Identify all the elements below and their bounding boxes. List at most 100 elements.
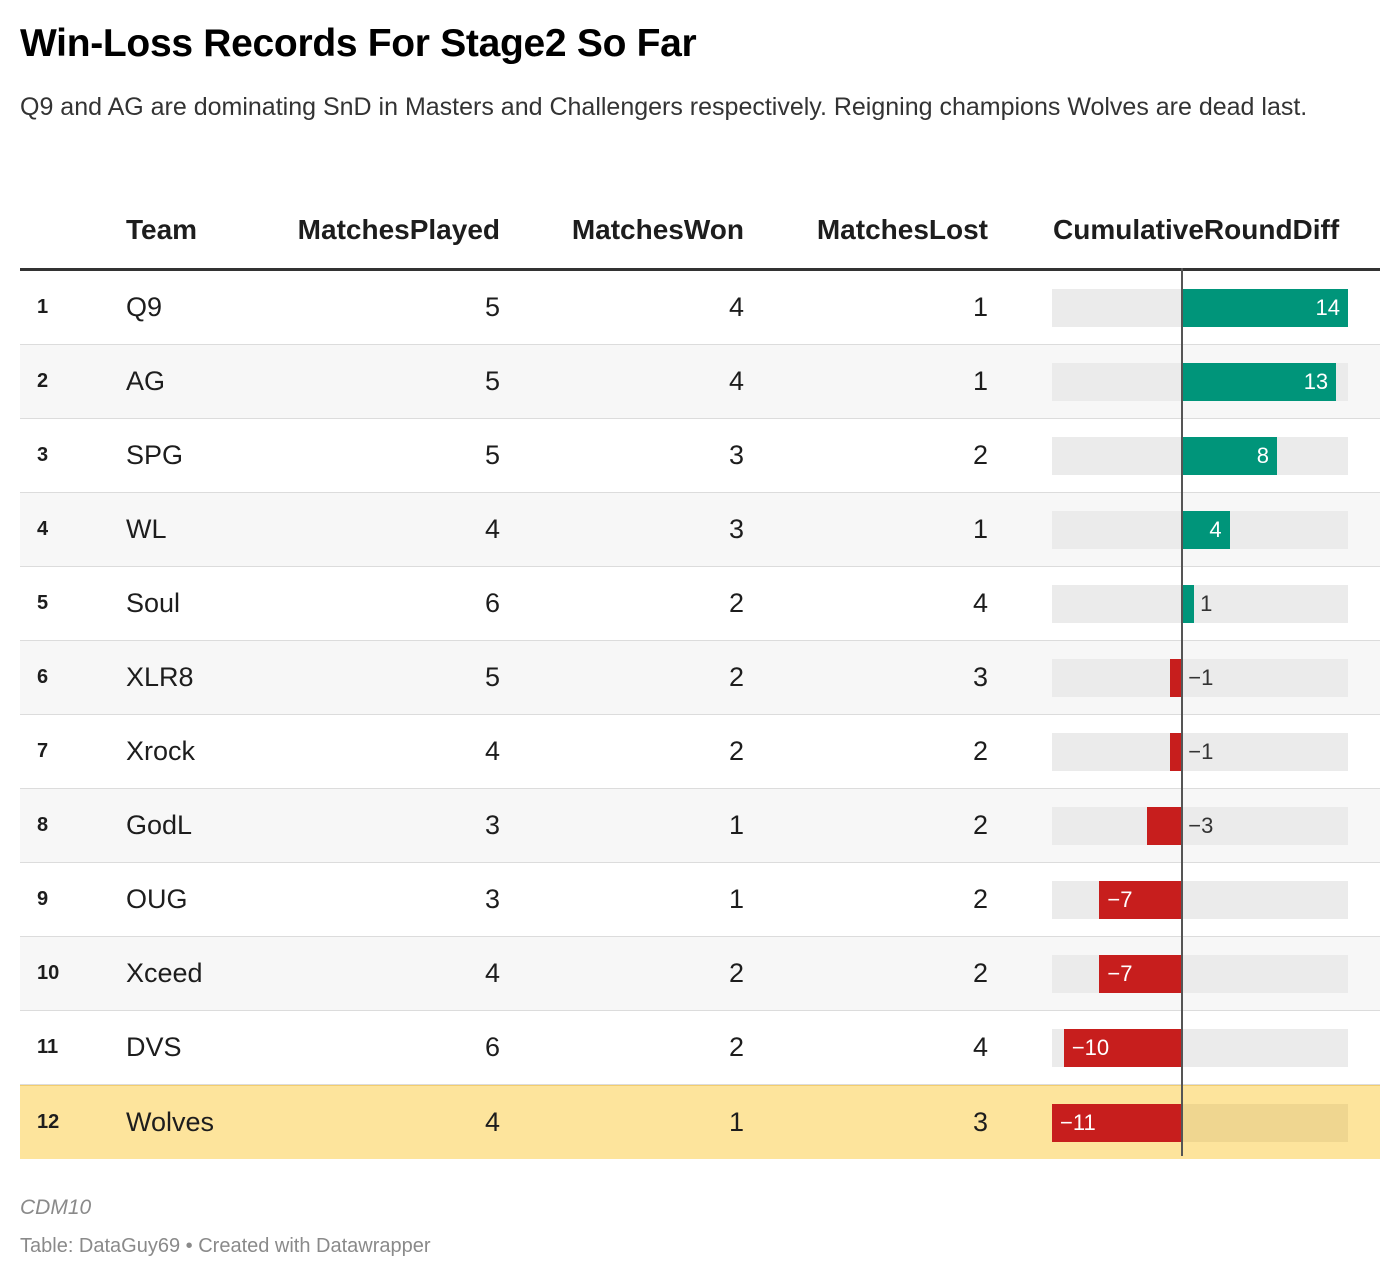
matches-won-cell: 2 <box>728 958 744 988</box>
rank-cell: 11 <box>37 1036 59 1058</box>
diff-bar-cell: 14 <box>1052 289 1348 327</box>
matches-played-cell: 6 <box>484 1032 500 1062</box>
diff-bar-cell: 4 <box>1052 511 1348 549</box>
matches-lost-cell: 2 <box>972 440 988 470</box>
table-row: 12 Wolves 4 1 3 −11 <box>20 1085 1380 1159</box>
matches-won-cell: 2 <box>728 1032 744 1062</box>
matches-lost-cell: 1 <box>972 514 988 544</box>
diff-label: 1 <box>1200 591 1213 616</box>
zero-baseline <box>1181 268 1184 1156</box>
matches-played-cell: 6 <box>484 588 500 618</box>
diff-bar-cell: −1 <box>1052 733 1348 771</box>
diff-label: −1 <box>1188 739 1214 764</box>
rank-cell: 8 <box>37 814 49 836</box>
rank-cell: 12 <box>37 1111 60 1133</box>
diff-label: −7 <box>1107 887 1133 912</box>
diff-bar-cell: −3 <box>1052 807 1348 845</box>
diff-bar <box>1099 955 1183 993</box>
matches-won-cell: 1 <box>728 1107 744 1137</box>
diff-bar <box>1182 363 1337 401</box>
diff-label: −10 <box>1071 1035 1110 1060</box>
matches-won-cell: 3 <box>728 514 744 544</box>
diff-bar <box>1170 659 1183 697</box>
header-cumulative-round-diff[interactable]: CumulativeRoundDiff <box>1053 214 1340 245</box>
team-cell: Q9 <box>126 292 163 322</box>
diff-bar-cell: −7 <box>1052 881 1348 919</box>
table-row: 3 SPG 5 3 2 8 <box>20 419 1380 493</box>
diff-label: −3 <box>1188 813 1214 838</box>
rank-cell: 7 <box>37 740 49 762</box>
matches-played-cell: 4 <box>484 958 500 988</box>
matches-won-cell: 4 <box>728 366 744 396</box>
header-matches-played[interactable]: MatchesPlayed <box>297 214 500 245</box>
team-cell: Xrock <box>126 736 196 766</box>
chart-title: Win-Loss Records For Stage2 So Far <box>20 22 697 65</box>
diff-label: 4 <box>1209 517 1222 542</box>
matches-played-cell: 4 <box>484 1107 500 1137</box>
diff-label: 13 <box>1303 369 1329 394</box>
matches-lost-cell: 3 <box>972 662 988 692</box>
matches-lost-cell: 1 <box>972 366 988 396</box>
team-cell: Xceed <box>126 958 203 988</box>
team-cell: DVS <box>126 1032 182 1062</box>
matches-played-cell: 3 <box>484 810 500 840</box>
table-row: 6 XLR8 5 2 3 −1 <box>20 641 1380 715</box>
matches-won-cell: 2 <box>728 588 744 618</box>
matches-won-cell: 3 <box>728 440 744 470</box>
table-row: 10 Xceed 4 2 2 −7 <box>20 937 1380 1011</box>
diff-label: −1 <box>1188 665 1214 690</box>
matches-lost-cell: 2 <box>972 810 988 840</box>
matches-played-cell: 3 <box>484 884 500 914</box>
header-matches-won[interactable]: MatchesWon <box>571 214 744 245</box>
matches-won-cell: 1 <box>728 810 744 840</box>
matches-played-cell: 5 <box>484 440 500 470</box>
table-header: Team MatchesPlayed MatchesWon MatchesLos… <box>20 200 1380 271</box>
chart-source: Table: DataGuy69 • Created with Datawrap… <box>20 1235 431 1257</box>
team-cell: OUG <box>126 884 188 914</box>
table-row: 2 AG 5 4 1 13 <box>20 345 1380 419</box>
matches-lost-cell: 4 <box>972 1032 988 1062</box>
diff-bar <box>1170 733 1183 771</box>
diff-bar-cell: −11 <box>1052 1104 1348 1142</box>
team-cell: XLR8 <box>126 662 194 692</box>
rank-cell: 4 <box>37 518 49 540</box>
rank-cell: 10 <box>37 962 60 984</box>
diff-bar <box>1099 881 1183 919</box>
table-row: 4 WL 4 3 1 4 <box>20 493 1380 567</box>
diff-bar-cell: −10 <box>1052 1029 1348 1067</box>
team-cell: Wolves <box>126 1107 215 1137</box>
diff-bar <box>1146 807 1183 845</box>
table-row: 9 OUG 3 1 2 −7 <box>20 863 1380 937</box>
diff-bar-cell: −1 <box>1052 659 1348 697</box>
chart-subtitle: Q9 and AG are dominating SnD in Masters … <box>20 93 1308 121</box>
table-row: 5 Soul 6 2 4 1 <box>20 567 1380 641</box>
matches-lost-cell: 2 <box>972 958 988 988</box>
matches-played-cell: 5 <box>484 662 500 692</box>
matches-played-cell: 4 <box>484 736 500 766</box>
matches-won-cell: 2 <box>728 736 744 766</box>
matches-played-cell: 4 <box>484 514 500 544</box>
diff-label: −7 <box>1107 961 1133 986</box>
diff-bar-cell: 13 <box>1052 363 1348 401</box>
rank-cell: 2 <box>37 370 49 392</box>
table-row: 8 GodL 3 1 2 −3 <box>20 789 1380 863</box>
table-row: 7 Xrock 4 2 2 −1 <box>20 715 1380 789</box>
team-cell: WL <box>126 514 167 544</box>
diff-bar <box>1182 289 1348 327</box>
table-row: 1 Q9 5 4 1 14 <box>20 271 1380 345</box>
rank-cell: 5 <box>37 592 49 614</box>
diff-bar-cell: −7 <box>1052 955 1348 993</box>
diff-bar <box>1182 511 1230 549</box>
data-table: Team MatchesPlayed MatchesWon MatchesLos… <box>20 200 1380 1159</box>
table-row: 11 DVS 6 2 4 −10 <box>20 1011 1380 1085</box>
header-matches-lost[interactable]: MatchesLost <box>816 214 988 245</box>
header-team[interactable]: Team <box>126 214 198 245</box>
team-cell: AG <box>126 366 166 396</box>
matches-won-cell: 4 <box>728 292 744 322</box>
table-body: 1 Q9 5 4 1 14 2 AG 5 4 1 13 3 SPG 5 3 2 8 4 WL 4 3 1 4 5 Soul 6 2 4 1… <box>20 271 1380 1159</box>
matches-won-cell: 2 <box>728 662 744 692</box>
diff-bar-cell: 8 <box>1052 437 1348 475</box>
diff-label: 8 <box>1256 443 1269 468</box>
team-cell: Soul <box>126 588 181 618</box>
matches-lost-cell: 2 <box>972 884 988 914</box>
